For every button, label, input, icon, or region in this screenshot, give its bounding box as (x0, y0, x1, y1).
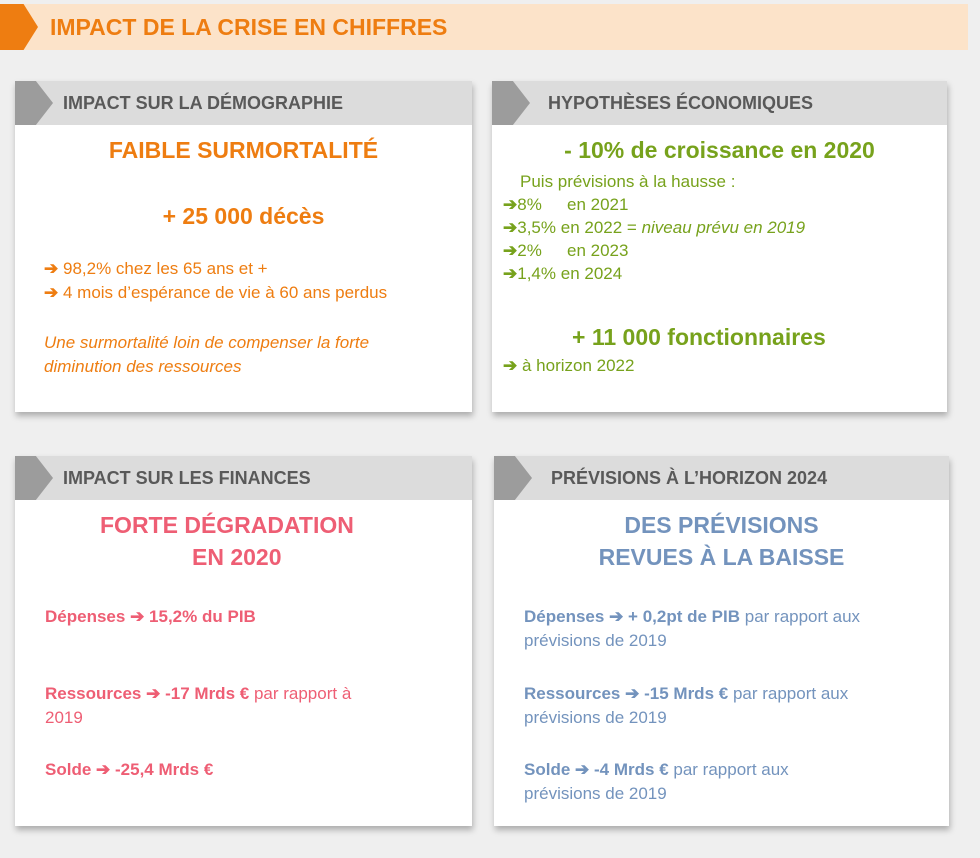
card-header: IMPACT SUR LA DÉMOGRAPHIE (15, 81, 472, 125)
headline: - 10% de croissance en 2020 (564, 137, 875, 163)
banner-arrow-icon (0, 4, 38, 50)
card-economy: HYPOTHÈSES ÉCONOMIQUES - 10% de croissan… (492, 81, 947, 412)
arrow-right-icon: ➔ (503, 264, 518, 283)
card-finances: IMPACT SUR LES FINANCES FORTE DÉGRADATIO… (15, 456, 472, 826)
card-header: HYPOTHÈSES ÉCONOMIQUES (492, 81, 947, 125)
stat-civil-servants: + 11 000 fonctionnaires (572, 324, 826, 350)
solde-line: Solde ➔ -4 Mrds € par rapport aux (524, 760, 789, 779)
arrow-right-icon: ➔ (575, 760, 590, 779)
card-header-label: PRÉVISIONS À L’HORIZON 2024 (551, 468, 828, 488)
chevron-right-icon (15, 81, 53, 125)
arrow-right-icon: ➔ (625, 684, 640, 703)
stat-note: ➔ à horizon 2022 (503, 356, 635, 375)
depenses-line: Dépenses ➔ 15,2% du PIB (45, 607, 256, 626)
forecast-item: ➔3,5% en 2022 = niveau prévu en 2019 (503, 218, 806, 237)
forecast-item: ➔2% en 2023 (503, 241, 629, 260)
ressources-line-cont: 2019 (45, 708, 83, 727)
card-header: PRÉVISIONS À L’HORIZON 2024 (494, 456, 949, 500)
arrow-right-icon: ➔ (609, 607, 624, 626)
forecast-item: ➔1,4% en 2024 (503, 264, 623, 283)
chevron-right-icon (492, 81, 530, 125)
page-title: IMPACT DE LA CRISE EN CHIFFRES (50, 14, 448, 40)
arrow-right-icon: ➔ (96, 760, 111, 779)
card-header-label: HYPOTHÈSES ÉCONOMIQUES (548, 93, 814, 113)
headline: EN 2020 (192, 544, 282, 570)
arrow-right-icon: ➔ (503, 356, 518, 375)
card-demography: IMPACT SUR LA DÉMOGRAPHIE FAIBLE SURMORT… (15, 81, 472, 412)
ressources-line: Ressources ➔ -15 Mrds € par rapport aux (524, 684, 849, 703)
arrow-right-icon: ➔ (503, 195, 518, 214)
depenses-line: Dépenses ➔ + 0,2pt de PIB par rapport au… (524, 607, 861, 626)
solde-line: Solde ➔ -25,4 Mrds € (45, 760, 214, 779)
arrow-right-icon: ➔ (130, 607, 145, 626)
note-line: diminution des ressources (44, 357, 242, 376)
chevron-right-icon (494, 456, 532, 500)
card-header-label: IMPACT SUR LES FINANCES (63, 468, 311, 488)
card-header-label: IMPACT SUR LA DÉMOGRAPHIE (63, 93, 344, 113)
stat-deaths: + 25 000 décès (162, 203, 325, 229)
headline: FAIBLE SURMORTALITÉ (108, 137, 379, 163)
arrow-right-icon: ➔ (146, 684, 161, 703)
arrow-right-icon: ➔ (44, 259, 59, 278)
arrow-right-icon: ➔ (503, 218, 518, 237)
card-header: IMPACT SUR LES FINANCES (15, 456, 472, 500)
arrow-right-icon: ➔ (44, 283, 59, 302)
chevron-right-icon (15, 456, 53, 500)
ressources-line-cont: prévisions de 2019 (524, 708, 667, 727)
bullet-item: ➔ 98,2% chez les 65 ans et + (44, 259, 268, 278)
forecast-item: ➔8% en 2021 (503, 195, 629, 214)
solde-line-cont: prévisions de 2019 (524, 784, 667, 803)
ressources-line: Ressources ➔ -17 Mrds € par rapport à (45, 684, 352, 703)
forecast-intro: Puis prévisions à la hausse : (520, 172, 736, 191)
bullet-item: ➔ 4 mois d’espérance de vie à 60 ans per… (44, 283, 388, 302)
page-banner: IMPACT DE LA CRISE EN CHIFFRES (0, 4, 968, 50)
headline: REVUES À LA BAISSE (598, 544, 845, 570)
card-forecast-2024: PRÉVISIONS À L’HORIZON 2024 DES PRÉVISIO… (494, 456, 949, 826)
headline: FORTE DÉGRADATION (100, 512, 354, 538)
headline: DES PRÉVISIONS (624, 512, 819, 538)
arrow-right-icon: ➔ (503, 241, 518, 260)
depenses-line-cont: prévisions de 2019 (524, 631, 667, 650)
note-line: Une surmortalité loin de compenser la fo… (44, 333, 370, 352)
